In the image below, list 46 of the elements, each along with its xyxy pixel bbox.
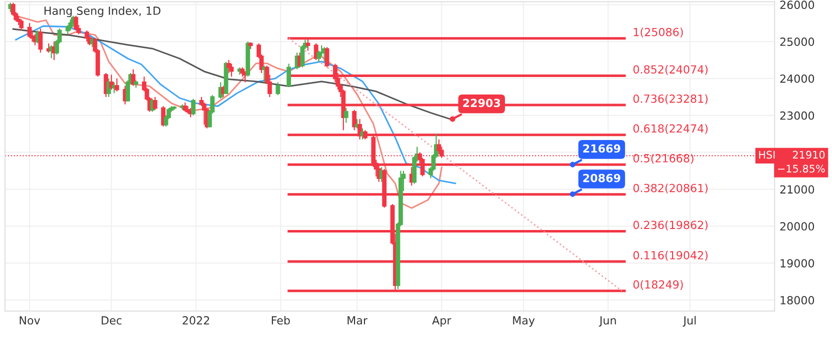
text: −15.85% <box>778 164 825 173</box>
annotation: 21669 <box>583 144 620 153</box>
chart-title: Hang Seng Index, 1D <box>44 6 160 18</box>
series-label: 0.852(24074) <box>633 65 708 75</box>
series-label: 0.382(20861) <box>633 184 708 194</box>
candlestick <box>286 63 292 87</box>
candlestick <box>229 63 234 78</box>
annotation: 20869 <box>583 174 620 182</box>
y-tick-label: 21000 <box>780 185 814 194</box>
candlestick <box>84 30 90 42</box>
series-label: 0.236(19862) <box>633 220 708 230</box>
candlestick <box>19 18 24 32</box>
candlestick <box>114 78 120 92</box>
ref-line-label: HSI 21910 <box>759 150 825 159</box>
annotation: 22903 <box>463 98 500 108</box>
candlestick <box>191 98 196 116</box>
candlestick <box>226 59 231 74</box>
x-tick-label: Feb <box>272 316 290 325</box>
x-tick-label: Mar <box>348 316 368 325</box>
series-label: 1(25086) <box>634 28 683 38</box>
x-tick-label: Jun <box>598 316 616 327</box>
candlestick <box>324 46 330 68</box>
series-label: 0.116(19042) <box>633 250 708 261</box>
x-tick-label: May <box>513 316 535 327</box>
x-tick-label: Dec <box>102 316 122 325</box>
candlestick <box>109 74 114 90</box>
x-tick-label: Nov <box>20 316 40 325</box>
series-label: 0(18249) <box>633 280 683 290</box>
y-tick-label: 26000 <box>780 0 814 10</box>
y-tick-label: 18000 <box>780 296 814 304</box>
y-tick-label: 25000 <box>780 38 814 46</box>
candlestick <box>131 68 136 86</box>
series-label: 0.5(21668) <box>633 154 694 164</box>
x-tick-label: 2022 <box>182 316 210 325</box>
series-label: 0.618(22474) <box>633 124 708 134</box>
candlestick <box>152 96 158 110</box>
y-tick-label: 19000 <box>780 259 814 268</box>
series-label: 0.736(23281) <box>633 94 708 104</box>
y-tick-label: 20000 <box>780 222 814 231</box>
candlestick <box>276 82 280 96</box>
x-tick-label: Jul <box>682 316 696 327</box>
candlestick <box>38 28 43 54</box>
candlestick <box>344 107 348 124</box>
y-tick-label: 23000 <box>780 111 814 120</box>
x-tick-label: Apr <box>432 316 452 327</box>
y-tick-label: 24000 <box>780 74 814 83</box>
